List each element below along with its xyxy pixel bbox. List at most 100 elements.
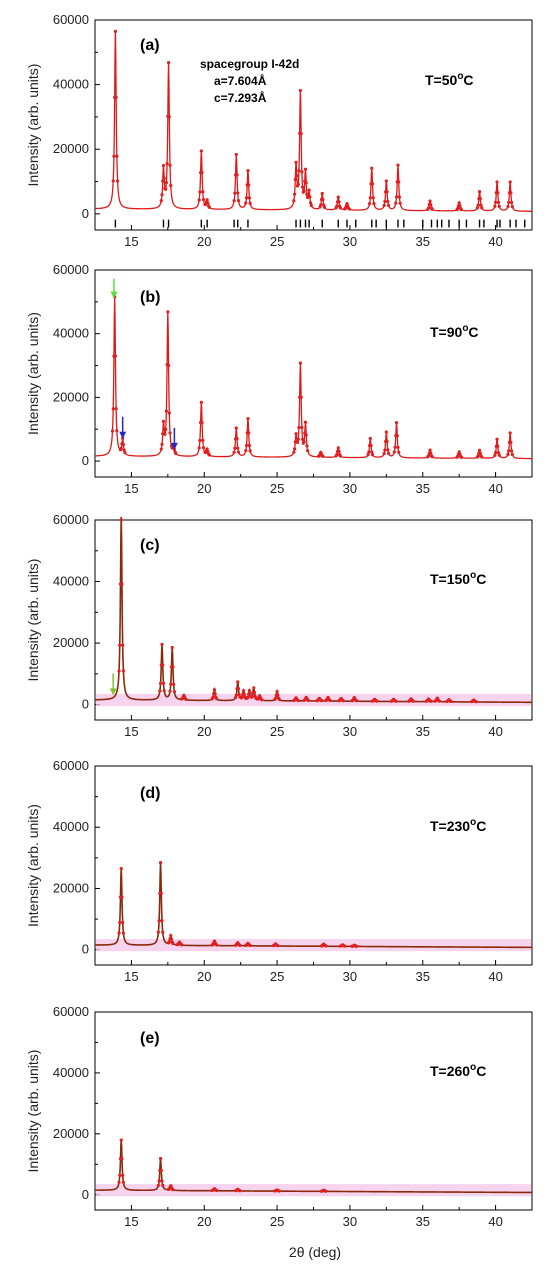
observed-point — [276, 693, 280, 697]
spacegroup-annotation: a=7.604Å — [214, 73, 267, 88]
observed-point — [236, 450, 241, 454]
observed-point — [437, 699, 442, 703]
x-axis-title: 2θ (deg) — [289, 1244, 341, 1260]
panel-a: 15 20 25 30 35 40 0 20000 40000 60000 Intensity (a… — [25, 12, 533, 249]
observed-point — [300, 437, 305, 441]
observed-point — [248, 449, 252, 453]
observed-point — [162, 689, 166, 693]
observed-point — [247, 431, 251, 435]
x-tick-label: 20 — [197, 724, 211, 739]
observed-point — [303, 420, 308, 424]
observed-point — [246, 695, 250, 699]
y-tick-label: 60000 — [53, 262, 89, 277]
observed-point — [232, 199, 236, 203]
observed-point — [338, 454, 343, 458]
observed-point — [250, 694, 254, 698]
observed-point — [200, 420, 204, 425]
x-tick-label: 25 — [270, 234, 284, 249]
observed-point — [169, 682, 173, 686]
observed-point — [493, 451, 498, 455]
observed-point — [319, 699, 324, 703]
observed-point — [172, 682, 176, 686]
observed-point — [372, 201, 376, 206]
observed-point — [113, 354, 117, 358]
y-axis-title: Intensity (arb. units) — [25, 312, 41, 435]
observed-point — [158, 1156, 163, 1161]
observed-point — [160, 642, 164, 647]
observed-point — [207, 453, 211, 457]
y-tick-label: 60000 — [53, 512, 89, 527]
observed-point — [411, 699, 415, 703]
y-tick-label: 20000 — [53, 635, 89, 650]
observed-point — [246, 417, 250, 421]
observed-point — [161, 663, 165, 667]
observed-point — [328, 698, 332, 703]
observed-point — [277, 1189, 281, 1193]
observed-point — [510, 204, 514, 209]
observed-point — [476, 203, 480, 207]
observed-point — [322, 205, 327, 209]
observed-point — [166, 363, 171, 367]
observed-point — [397, 180, 401, 184]
observed-point — [295, 174, 299, 178]
observed-point — [160, 193, 164, 197]
observed-point — [299, 132, 303, 136]
observed-point — [247, 443, 252, 448]
x-tick-label: 35 — [416, 481, 430, 496]
y-tick-label: 40000 — [53, 574, 89, 589]
observed-point — [395, 434, 399, 438]
observed-point — [111, 407, 115, 411]
observed-point — [199, 400, 203, 404]
observed-point — [366, 453, 370, 457]
observed-point — [335, 453, 339, 457]
observed-point — [169, 933, 173, 938]
y-tick-label: 60000 — [53, 12, 89, 27]
observed-point — [201, 438, 205, 442]
observed-point — [168, 431, 172, 435]
x-tick-label: 35 — [416, 1214, 430, 1229]
difference-band — [96, 938, 531, 952]
y-tick-label: 20000 — [53, 389, 89, 404]
observed-point — [382, 451, 386, 456]
observed-point — [156, 930, 160, 934]
observed-point — [430, 455, 434, 459]
observed-point — [171, 1188, 175, 1192]
observed-point — [171, 941, 175, 946]
observed-point — [371, 196, 375, 200]
observed-point — [429, 451, 433, 455]
observed-point — [236, 198, 241, 203]
x-tick-label: 35 — [416, 724, 430, 739]
observed-point — [300, 425, 304, 430]
observed-point — [121, 1180, 126, 1184]
observed-point — [496, 200, 501, 204]
observed-point — [385, 190, 389, 194]
observed-point — [201, 190, 205, 194]
x-tick-label: 30 — [343, 969, 357, 984]
observed-point — [477, 189, 482, 194]
observed-point — [115, 429, 119, 433]
observed-point — [321, 197, 325, 202]
observed-point — [115, 154, 119, 158]
x-tick-label: 30 — [343, 481, 357, 496]
observed-point — [206, 201, 210, 205]
observed-point — [200, 170, 204, 175]
observed-point — [496, 191, 500, 195]
observed-point — [386, 451, 391, 455]
observed-point — [335, 204, 339, 208]
x-tick-label: 20 — [197, 234, 211, 249]
observed-point — [114, 95, 118, 99]
observed-point — [197, 198, 201, 202]
observed-point — [167, 411, 171, 415]
observed-point — [456, 206, 460, 211]
observed-point — [341, 699, 345, 703]
observed-point — [236, 191, 240, 195]
panel-label: (c) — [140, 537, 160, 554]
x-tick-label: 40 — [488, 234, 502, 249]
observed-point — [306, 449, 310, 453]
observed-point — [168, 689, 172, 693]
observed-point — [370, 450, 374, 454]
observed-point — [248, 943, 252, 948]
observed-point — [233, 695, 238, 700]
observed-point — [303, 167, 308, 171]
